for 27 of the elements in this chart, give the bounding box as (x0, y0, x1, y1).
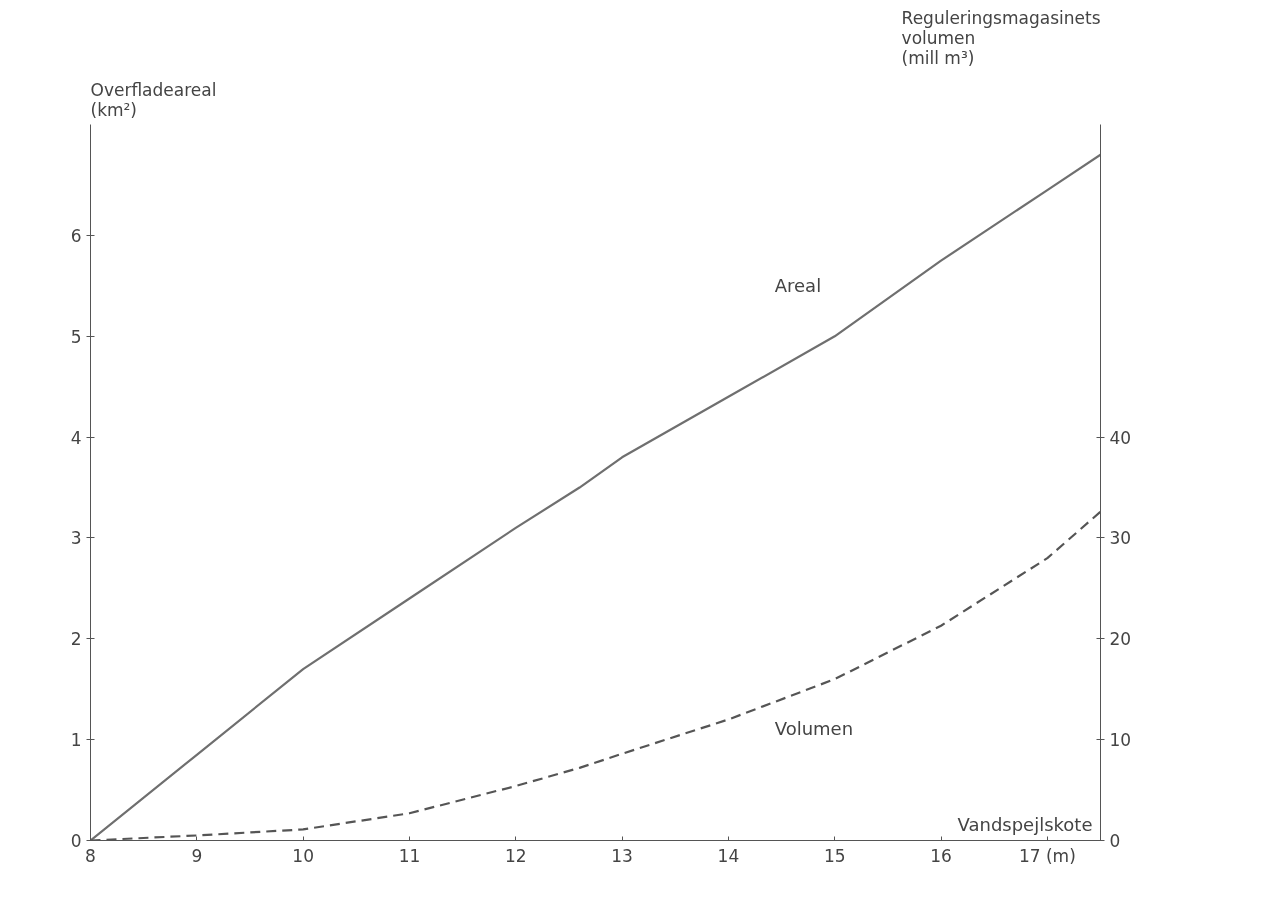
y2-tick-label: 20 (1109, 629, 1132, 650)
y-tick-label: 4 (70, 427, 82, 448)
text: Areal (774, 275, 822, 297)
y-tick-label: 5 (70, 326, 82, 347)
x-tick-label: 11 (398, 845, 421, 866)
x-tick-label: 14 (717, 845, 740, 866)
x-tick-label: 17 (m) (1018, 845, 1076, 866)
y-tick-label: 0 (70, 831, 82, 851)
x-tick-label: 13 (611, 845, 633, 866)
y-tick-label: 3 (70, 528, 82, 549)
x-tick-label: 15 (823, 845, 846, 866)
y2-axis-title: Reguleringsmagasinets volumen (mill m³) (901, 7, 1101, 68)
x-axis-title: Vandspejlskote (957, 813, 1093, 835)
y-tick-label: 1 (70, 730, 82, 751)
x-tick-label: 9 (191, 845, 203, 866)
y2-tick-label: 0 (1109, 831, 1121, 851)
y-tick-label: 6 (70, 225, 82, 246)
y-axis-title: Overfladeareal (km²) (90, 79, 217, 120)
y2-tick-label: 30 (1109, 528, 1132, 549)
x-tick-label: 16 (930, 845, 952, 866)
x-tick-label: 8 (85, 845, 96, 866)
y2-tick-label: 10 (1109, 730, 1132, 751)
x-tick-label: 12 (504, 845, 527, 866)
y2-tick-label: 40 (1109, 427, 1132, 448)
x-tick-label: 10 (292, 845, 314, 866)
y-tick-label: 2 (70, 629, 82, 650)
series-label: Volumen (774, 718, 854, 740)
